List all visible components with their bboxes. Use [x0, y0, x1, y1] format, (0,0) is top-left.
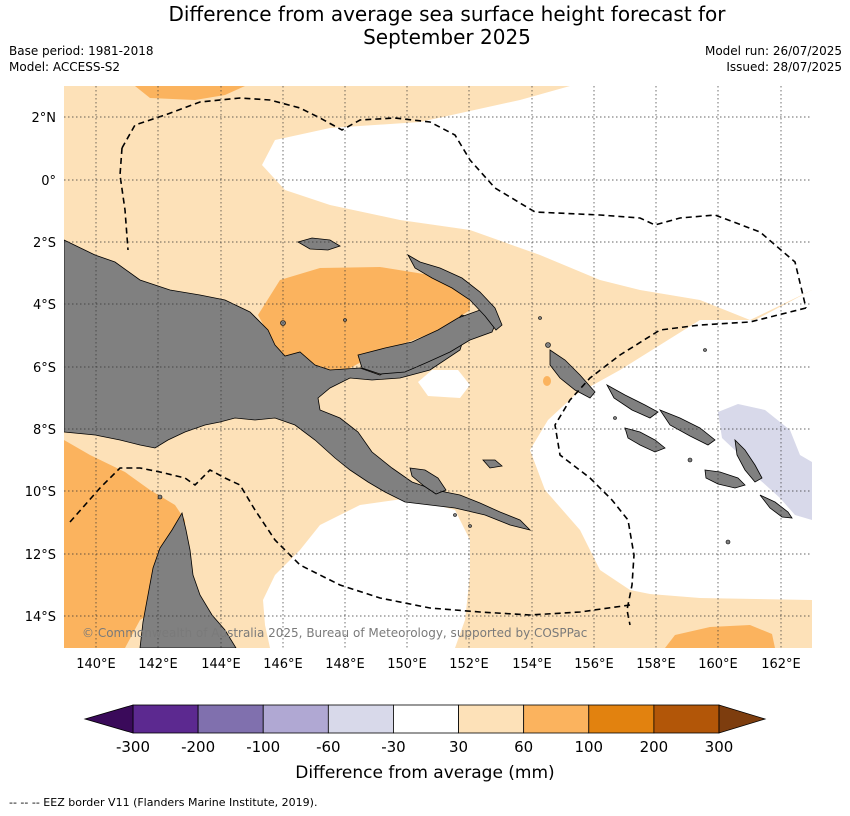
anomaly-neutral-region-coral-sea: [263, 498, 470, 648]
copyright-notice: © Commonwealth of Australia 2025, Bureau…: [82, 626, 587, 640]
lon-tick-label: 150°E: [387, 657, 427, 672]
landmass-new-guinea: [64, 239, 532, 531]
colorbar-swatch: [197, 704, 264, 734]
model-name: Model: ACCESS-S2: [9, 60, 121, 74]
meta-left: Base period: 1981-2018 Model: ACCESS-S2: [9, 43, 154, 75]
lon-tick-label: 142°E: [138, 657, 178, 672]
lon-tick-label: 158°E: [636, 657, 676, 672]
lat-tick-label: 2°S: [33, 236, 56, 251]
colorbar-swatch: [653, 704, 720, 734]
colorbar-swatch: [523, 704, 590, 734]
lat-tick-label: 10°S: [25, 485, 56, 500]
lat-tick-label: 2°N: [32, 111, 57, 126]
map-gridlines: [64, 86, 812, 648]
anomaly-60-100-region-north: [135, 86, 245, 100]
colorbar-swatch: [262, 704, 329, 734]
lat-tick-label: 4°S: [33, 298, 56, 313]
colorbar-label: 200: [640, 738, 669, 756]
anomaly-neutral-patch-bismarck: [418, 370, 470, 398]
landmass-dentrecasteaux: [409, 467, 447, 495]
landmass-new-britain: [357, 309, 499, 375]
eez-border-west: [119, 147, 129, 251]
landmass-choiseul: [606, 383, 659, 419]
colorbar-swatch: [132, 704, 199, 734]
colorbar-extend-high: [718, 704, 767, 734]
colorbar-labels: -300 -200 -100 -60 -30 30 60 100 200 300: [116, 738, 733, 756]
lon-tick-label: 140°E: [76, 657, 116, 672]
lat-tick-label: 0°: [41, 174, 56, 189]
lat-tick-label: 12°S: [25, 548, 56, 563]
colorbar-swatch: [327, 704, 394, 734]
anomaly-neutral-region-north: [262, 86, 812, 320]
anomaly-60-100-region-south: [665, 625, 775, 648]
lon-tick-label: 152°E: [449, 657, 489, 672]
colorbar-swatches: [132, 704, 720, 734]
lat-tick-label: 14°S: [25, 610, 56, 625]
anomaly-60-100-region-bismarck: [258, 267, 470, 372]
colorbar-title: Difference from average (mm): [295, 763, 554, 783]
lon-tick-label: 146°E: [263, 657, 303, 672]
lon-tick-label: 162°E: [761, 657, 801, 672]
landmass-new-ireland: [406, 253, 503, 331]
anomaly-neutral-region-east: [530, 290, 812, 600]
colorbar-label: 100: [574, 738, 603, 756]
latitude-labels: 2°N 0° 2°S 4°S 6°S 8°S 10°S 12°S 14°S: [25, 111, 56, 625]
colorbar-label: -60: [316, 738, 341, 756]
colorbar-swatch: [588, 704, 655, 734]
colorbar-extend-low: [83, 704, 134, 734]
title-line-2: September 2025: [363, 25, 531, 49]
longitude-labels: 140°E 142°E 144°E 146°E 148°E 150°E 152°…: [76, 657, 801, 672]
lon-tick-label: 144°E: [201, 657, 241, 672]
colorbar-label: -200: [181, 738, 215, 756]
eez-border-png: [121, 97, 807, 309]
issued-date: Issued: 28/07/2025: [726, 60, 842, 74]
colorbar-label: 30: [449, 738, 468, 756]
colorbar-label: -30: [381, 738, 406, 756]
lon-tick-label: 160°E: [698, 657, 738, 672]
lon-tick-label: 156°E: [574, 657, 614, 672]
colorbar-swatch: [393, 704, 459, 734]
landmass-woodlark: [482, 459, 503, 469]
landmass-small-islands: [157, 316, 731, 545]
colorbar-label: 300: [705, 738, 734, 756]
landmass-guadalcanal: [704, 469, 746, 489]
colorbar-label: -100: [246, 738, 280, 756]
lon-tick-label: 148°E: [325, 657, 365, 672]
landmass-malaita: [734, 438, 763, 483]
landmass-santa-isabel: [658, 409, 716, 446]
landmass-manus: [296, 237, 341, 251]
colorbar: -300 -200 -100 -60 -30 30 60 100 200 300 Differen…: [83, 704, 767, 783]
meta-right: Model run: 26/07/2025 Issued: 28/07/2025: [705, 43, 842, 75]
colorbar-swatch: [458, 704, 525, 734]
landmass-new-georgia: [624, 427, 666, 453]
colorbar-label: 60: [514, 738, 533, 756]
landmass-makira: [759, 494, 793, 519]
eez-footnote: -- -- -- EEZ border V11 (Flanders Marine…: [9, 796, 318, 809]
anomaly-60-100-patch-small: [543, 376, 551, 386]
model-run: Model run: 26/07/2025: [704, 44, 842, 58]
eez-border-torres: [69, 467, 631, 616]
title-line-1: Difference from average sea surface heig…: [168, 2, 726, 26]
lat-tick-label: 8°S: [33, 423, 56, 438]
page-title: Difference from average sea surface heig…: [0, 3, 850, 49]
lon-tick-label: 154°E: [512, 657, 552, 672]
lat-tick-label: 6°S: [33, 361, 56, 376]
base-period: Base period: 1981-2018: [9, 44, 154, 58]
colorbar-label: -300: [116, 738, 150, 756]
